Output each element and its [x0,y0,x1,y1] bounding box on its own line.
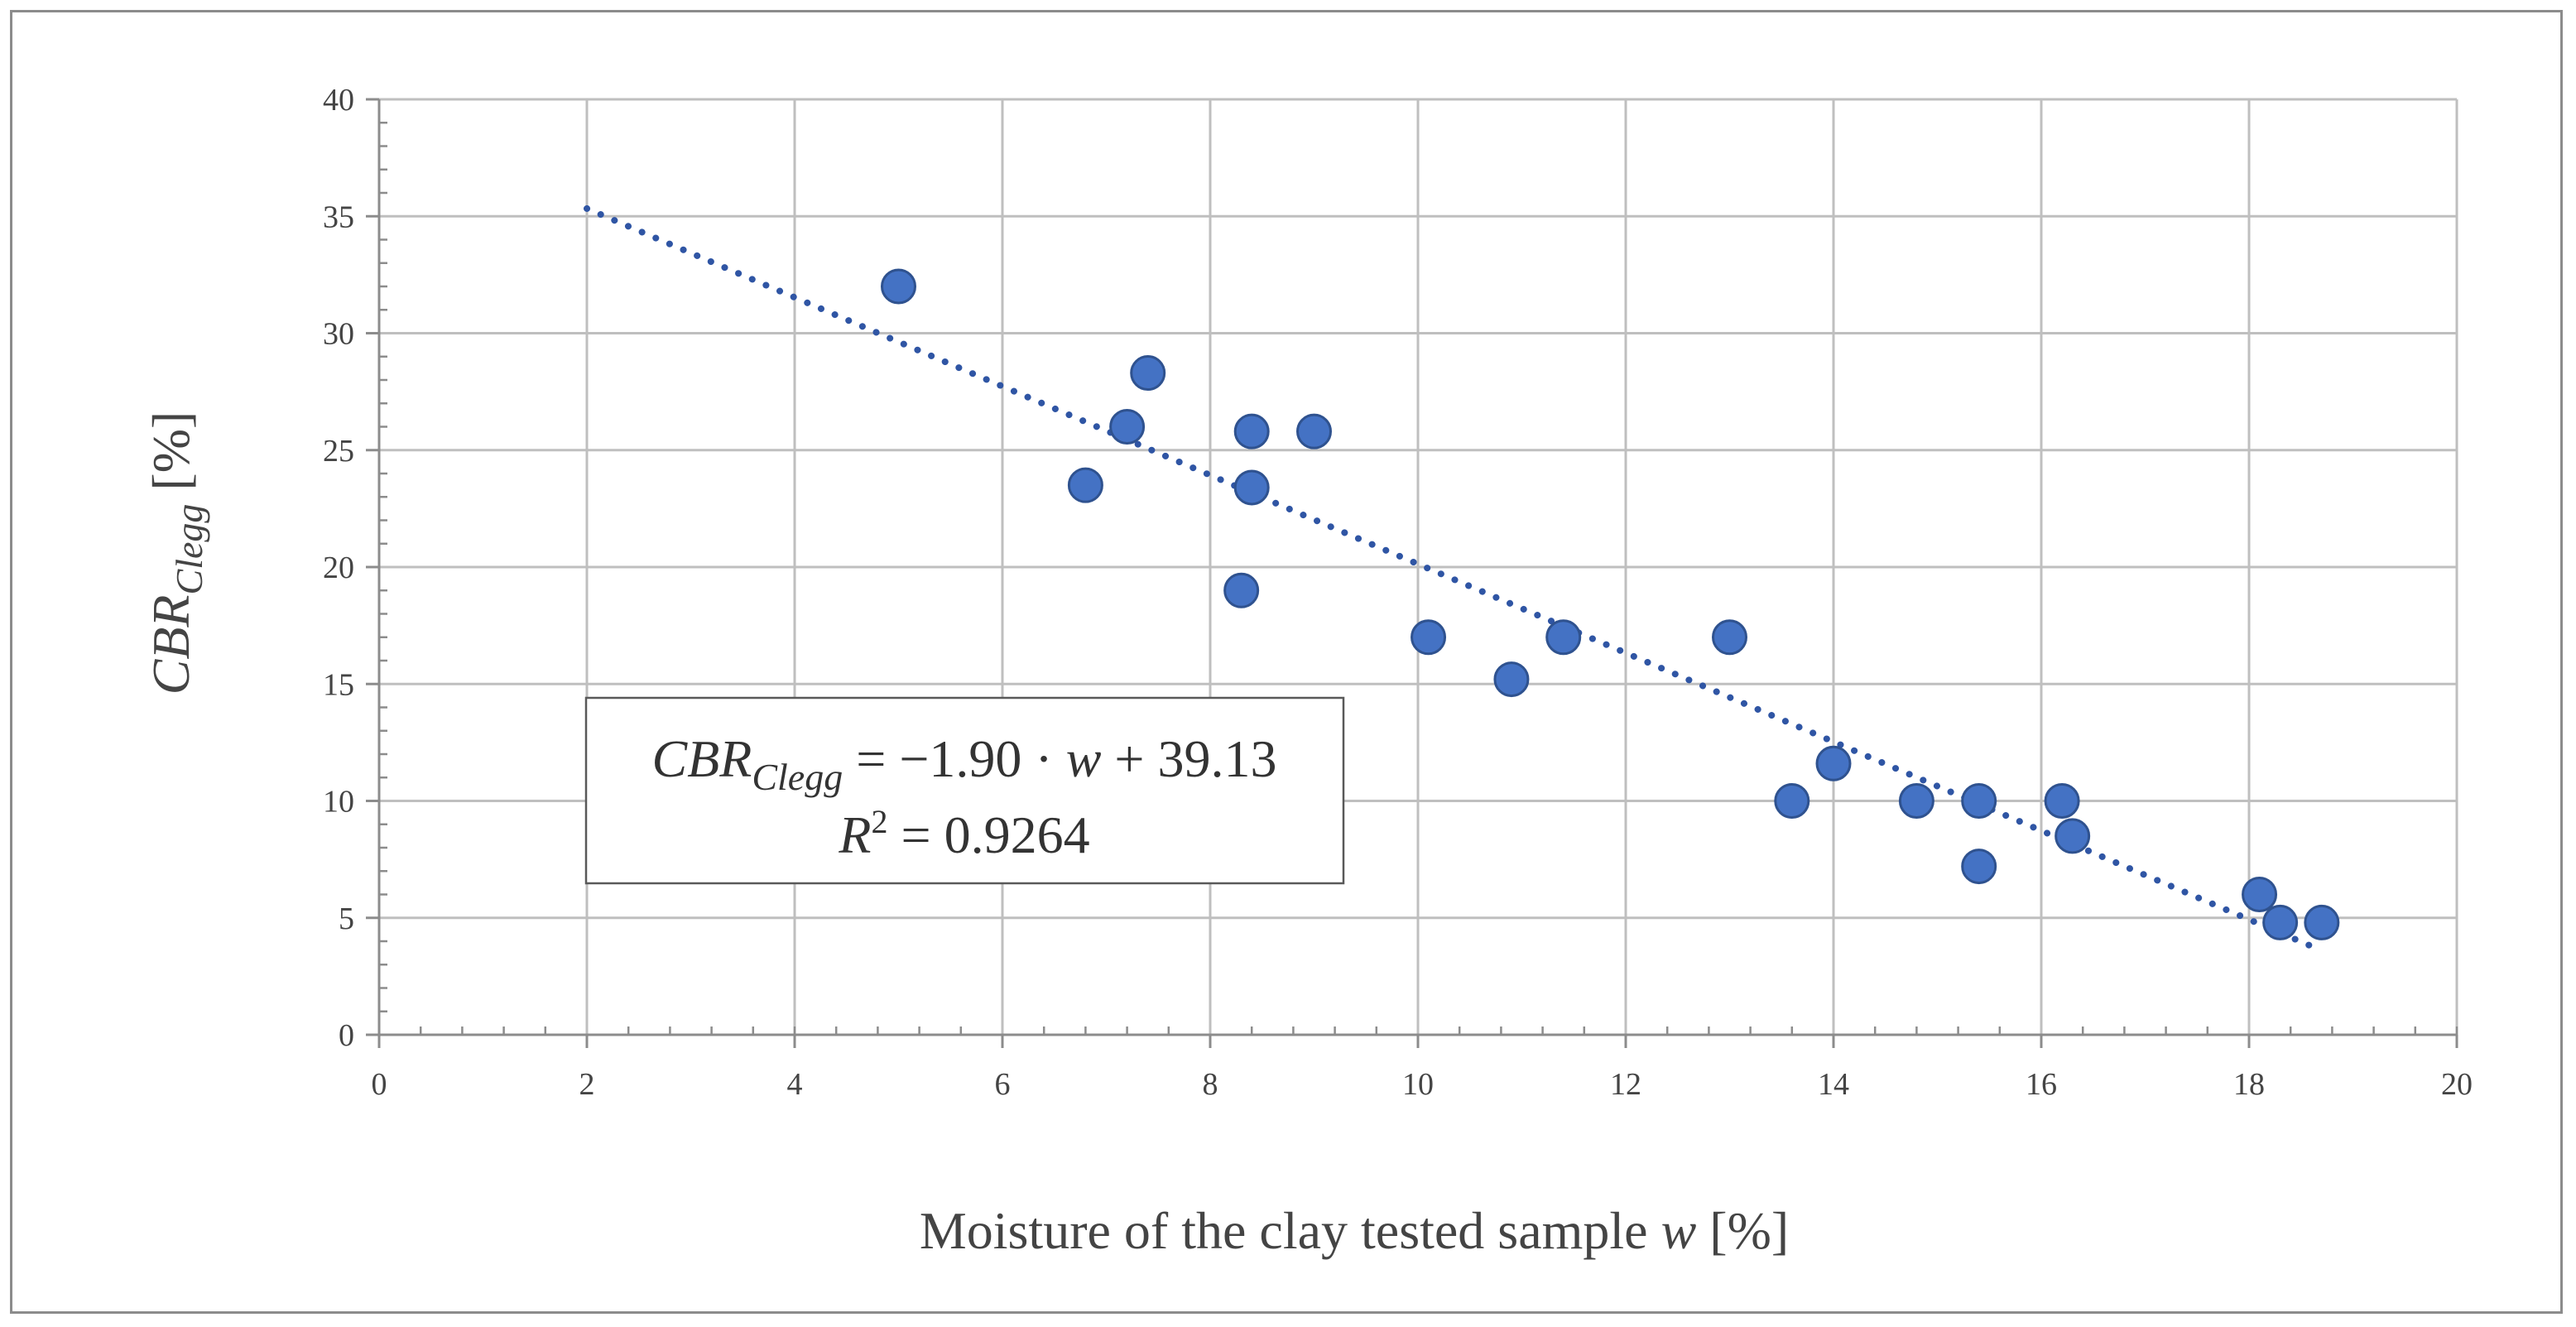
data-point-0-10 [1545,619,1582,656]
y-tick-label-5: 5 [339,901,354,936]
data-point-0-12 [1774,783,1810,819]
equation-line-1: CBRClegg = −1.90 · w + 39.13 [651,729,1276,798]
data-point-0-0 [881,268,916,305]
x-tick-label-10: 10 [1402,1067,1434,1102]
y-tick-label-25: 25 [323,434,354,469]
chart-frame [10,10,2563,1314]
data-point-0-13 [1815,745,1852,781]
data-point-0-11 [1712,619,1747,656]
y-axis-title: CBRClegg [%] [142,411,210,695]
data-point-0-17 [2044,783,2080,819]
data-point-0-8 [1411,619,1447,656]
data-points [881,268,2340,940]
equation-box-border [584,696,1345,885]
y-tick-label-0: 0 [339,1018,354,1053]
x-tick-label-18: 18 [2233,1067,2265,1102]
r-squared-symbol: R [838,805,871,864]
y-tick-label-35: 35 [323,200,354,234]
tick-labels: 0 2 4 6 8 10 12 14 16 18 20 0 5 10 15 20 25 30 35 40 [323,83,2473,1102]
y-axis-title-main: CBR [142,594,200,695]
data-point-0-6 [1233,413,1270,450]
x-tick-label-20: 20 [2441,1067,2473,1102]
data-point-0-2 [1109,409,1146,445]
minor-ticks [379,122,2458,1035]
equation-lhs: CBR [651,729,752,788]
data-point-0-19 [2242,877,2278,912]
x-axis-title: Moisture of the clay tested sample w [%] [920,1201,1789,1260]
data-point-0-14 [1898,783,1934,819]
y-tick-label-40: 40 [323,83,354,118]
data-point-0-5 [1233,469,1270,506]
x-tick-label-0: 0 [372,1067,387,1102]
x-axis-title-variable: w [1661,1201,1697,1260]
x-tick-label-14: 14 [1818,1067,1849,1102]
trendline [584,204,2315,950]
data-point-0-9 [1493,661,1530,698]
y-tick-label-10: 10 [323,785,354,820]
x-tick-label-8: 8 [1203,1067,1218,1102]
y-axis-title-subscript: Clegg [168,504,210,595]
r-squared-superscript: 2 [872,803,888,840]
data-point-0-16 [1961,849,1997,885]
x-tick-label-16: 16 [2026,1067,2057,1102]
equation-line-2: R2 = 0.9264 [838,803,1089,864]
x-tick-label-2: 2 [579,1067,595,1102]
data-point-0-18 [2055,818,2091,854]
r-squared-value: = 0.9264 [888,805,1090,864]
axes [366,98,2458,1048]
data-point-0-21 [2304,904,2340,940]
equation-lhs-subscript: Clegg [752,756,843,798]
y-tick-label-15: 15 [323,667,354,702]
equation-box: CBRClegg = −1.90 · w + 39.13 R2 = 0.9264 [584,696,1345,885]
data-point-0-4 [1223,572,1260,608]
data-point-0-20 [2262,904,2299,940]
data-point-0-3 [1130,355,1166,392]
x-tick-label-12: 12 [1610,1067,1641,1102]
grid-lines [379,98,2458,1035]
trendline-path [584,204,2315,950]
x-tick-label-4: 4 [787,1067,803,1102]
data-point-0-15 [1961,783,1997,819]
data-point-0-1 [1067,467,1103,503]
data-point-0-7 [1296,413,1332,450]
equation-intercept: + 39.13 [1101,729,1276,788]
x-axis-title-main: Moisture of the clay tested sample [920,1201,1661,1260]
x-tick-label-6: 6 [995,1067,1011,1102]
equation-variable: w [1066,729,1102,788]
x-axis-title-unit: [%] [1696,1201,1789,1260]
equation-rhs: = −1.90 · [843,729,1066,788]
y-tick-label-20: 20 [323,551,354,585]
y-axis-title-unit: [%] [142,411,200,504]
y-tick-label-30: 30 [323,317,354,352]
